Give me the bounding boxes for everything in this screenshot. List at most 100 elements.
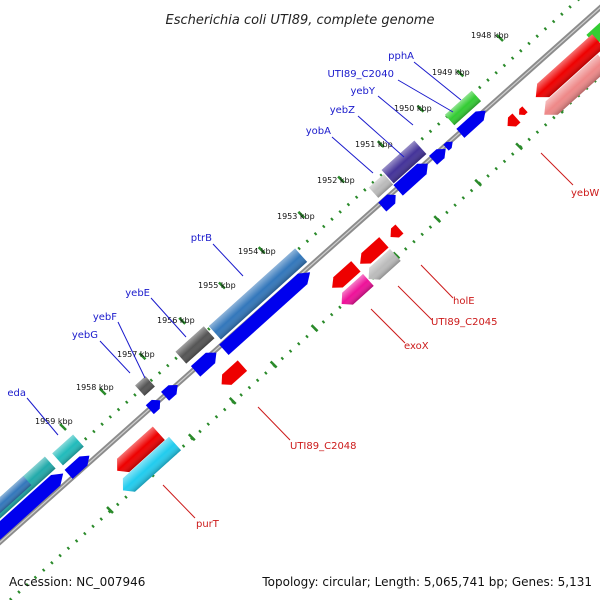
gene-feature-yebw-small-b[interactable] — [516, 106, 528, 117]
gene-feature-yeby[interactable] — [443, 139, 455, 151]
inner-major-tick-1952 — [392, 251, 401, 260]
gene-feature-arrow-1951a[interactable] — [393, 158, 432, 196]
gene-feature-yoba-grey[interactable] — [368, 174, 394, 198]
leader-uti89-c2040 — [397, 79, 454, 113]
major-tick-1948 — [496, 34, 504, 42]
gene-label-hole[interactable]: holE — [453, 296, 475, 307]
gene-feature-uti89-c2048[interactable] — [217, 360, 248, 389]
gene-feature-hole-bar[interactable] — [355, 237, 389, 269]
major-tick-1953 — [297, 210, 306, 219]
leader-yebw — [540, 152, 574, 186]
leader-exox — [370, 308, 406, 344]
gene-feature-purt[interactable] — [117, 436, 182, 497]
major-tick-1951 — [376, 140, 385, 148]
gene-label-exox[interactable]: exoX — [404, 341, 429, 352]
gene-label-eda[interactable]: eda — [7, 388, 26, 399]
inner-major-tick-1956 — [228, 397, 237, 405]
major-tick-1949 — [456, 69, 465, 78]
major-tick-1954 — [257, 246, 266, 255]
gene-label-uti89-c2048[interactable]: UTI89_C2048 — [290, 441, 357, 452]
ruler-label-1956: 1956 kbp — [157, 316, 195, 325]
reverse-gene-labels: yebW holE UTI89_C2045 exoX UTI89_C2048 p… — [196, 188, 599, 530]
gene-label-uti89-c2045[interactable]: UTI89_C2045 — [431, 317, 498, 328]
major-tick-1959 — [59, 423, 67, 431]
gene-label-ppha[interactable]: pphA — [388, 51, 414, 62]
inner-major-tick-1957 — [187, 433, 196, 442]
gene-feature-yebw-small-a[interactable] — [504, 113, 521, 131]
leader-lines — [26, 61, 574, 519]
ruler-label-1953: 1953 kbp — [277, 212, 315, 221]
gene-feature-exox-red[interactable] — [327, 261, 361, 293]
leader-purt — [162, 484, 196, 519]
ruler-label-1952: 1952 kbp — [317, 176, 355, 185]
major-tick-1950 — [416, 104, 425, 113]
ruler-labels: 1948 kbp 1949 kbp 1950 kbp 1951 kbp 1952… — [35, 31, 509, 426]
inner-major-tick-1955 — [269, 360, 278, 369]
ruler-label-1950: 1950 kbp — [394, 104, 432, 113]
gene-label-yebg[interactable]: yebG — [72, 330, 98, 341]
gene-label-yebe[interactable]: yebE — [125, 288, 150, 299]
gene-feature-hole[interactable] — [387, 224, 404, 242]
leader-hole — [420, 264, 454, 299]
gene-feature-uti89-c2045[interactable] — [363, 249, 401, 285]
forward-features — [0, 22, 600, 546]
topology-text: Topology: circular; Length: 5,065,741 bp… — [261, 575, 592, 589]
leader-ptrb — [212, 243, 244, 277]
gene-feature-eda-arrow[interactable] — [64, 451, 94, 479]
gene-label-uti89-c2040[interactable]: UTI89_C2040 — [327, 69, 394, 80]
ruler-label-1951: 1951 kbp — [355, 140, 393, 149]
gene-feature-eda[interactable] — [52, 434, 84, 466]
leader-yebf — [117, 321, 146, 379]
gene-feature-yebz[interactable] — [429, 145, 450, 165]
gene-feature-purt-red[interactable] — [111, 426, 165, 478]
major-tick-1957 — [138, 352, 147, 361]
gene-feature-yebw[interactable] — [530, 34, 600, 104]
ruler-label-1958: 1958 kbp — [76, 383, 114, 392]
accession-text: Accession: NC_007946 — [9, 575, 145, 589]
gene-feature-yebe-arrow[interactable] — [190, 347, 221, 377]
gene-feature-arrow-1951b[interactable] — [378, 191, 399, 212]
leader-ppha — [413, 61, 462, 101]
gene-feature-yebe[interactable] — [175, 326, 215, 364]
inner-major-tick-1950 — [474, 178, 483, 187]
ruler-label-1959: 1959 kbp — [35, 417, 73, 426]
major-tick-1952 — [337, 175, 345, 184]
map-title: Escherichia coli UTI89, complete genome — [166, 13, 435, 28]
gene-label-yebw[interactable]: yebW — [571, 188, 599, 199]
gene-feature-yebg-arrow[interactable] — [161, 381, 182, 401]
gene-label-ptrb[interactable]: ptrB — [191, 233, 212, 244]
gene-label-yebf[interactable]: yebF — [93, 312, 117, 323]
leader-uti89-c2048 — [257, 406, 291, 441]
ruler-label-1949: 1949 kbp — [432, 68, 470, 77]
leader-uti89-c2045 — [397, 285, 433, 321]
leader-yebg — [99, 340, 131, 374]
leader-yoba — [331, 136, 374, 174]
ruler-label-1955: 1955 kbp — [198, 281, 236, 290]
gene-feature-uti89-c2040[interactable] — [456, 106, 489, 138]
ruler-label-1957: 1957 kbp — [117, 350, 155, 359]
major-tick-1958 — [98, 387, 107, 396]
inner-major-tick-1954 — [310, 324, 319, 333]
ruler-label-1948: 1948 kbp — [471, 31, 509, 40]
gene-label-yebz[interactable]: yebZ — [330, 105, 355, 116]
gene-label-purt[interactable]: purT — [196, 519, 220, 530]
gene-feature-yoba[interactable] — [381, 140, 427, 184]
gene-feature-exox[interactable] — [336, 274, 374, 310]
gene-feature-yebf-arrow[interactable] — [145, 396, 164, 415]
leader-yebz — [357, 115, 405, 158]
ruler-label-1954: 1954 kbp — [238, 247, 276, 256]
gene-feature-yebw-pink[interactable] — [538, 54, 600, 122]
gene-label-yoba[interactable]: yobA — [306, 126, 331, 137]
gene-feature-left-arrow[interactable] — [0, 468, 68, 546]
gene-feature-left-steel[interactable] — [0, 476, 32, 520]
major-tick-1956 — [178, 317, 187, 325]
leader-yebe — [150, 297, 187, 338]
inner-major-tick-1959 — [106, 506, 114, 514]
gene-feature-ptrb-arrow[interactable] — [219, 267, 315, 356]
gene-feature-ppha[interactable] — [444, 90, 482, 126]
gene-label-yeby[interactable]: yebY — [350, 86, 375, 97]
gene-feature-yebf[interactable] — [135, 376, 155, 396]
gene-feature-ptrb[interactable] — [208, 248, 308, 340]
